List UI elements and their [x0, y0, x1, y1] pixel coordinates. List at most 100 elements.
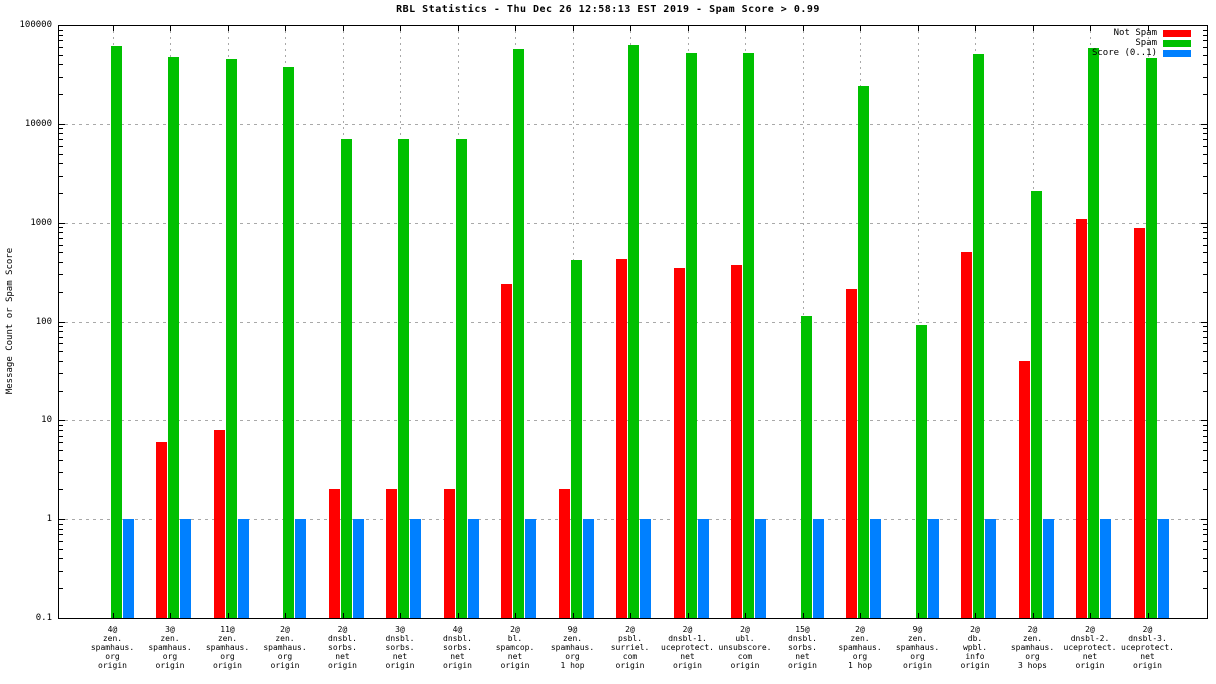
bar-not-spam	[961, 252, 972, 618]
x-category-label: 2@ dnsbl-2. uceprotect. net origin	[1060, 625, 1120, 670]
y-minor-tick	[59, 274, 63, 276]
y-minor-tick	[1203, 541, 1207, 543]
x-label-line: sorbs.	[443, 643, 472, 652]
x-label-line: uceprotect.	[661, 643, 714, 652]
x-category-label: 15@ dnsbl. sorbs. net origin	[773, 625, 833, 670]
y-minor-tick	[1203, 435, 1207, 437]
x-label-line: spamhaus.	[263, 643, 307, 652]
x-label-line: 2@	[625, 625, 635, 634]
x-category-label: 2@ dnsbl. sorbs. net origin	[313, 625, 373, 670]
legend-label-not-spam: Not Spam	[1113, 28, 1157, 38]
y-minor-tick	[59, 76, 63, 78]
y-minor-tick	[59, 390, 63, 392]
bar-spam	[973, 53, 984, 618]
bar-not-spam	[673, 267, 685, 618]
y-minor-tick	[1203, 29, 1207, 31]
y-minor-tick	[59, 133, 63, 135]
x-label-line: psbl.	[617, 634, 643, 643]
y-tick-label: 10	[41, 415, 52, 426]
bar-not-spam	[443, 489, 455, 618]
y-major-tick	[1201, 321, 1207, 323]
x-label-line: dnsbl.	[328, 634, 357, 643]
x-label-line: 3@	[165, 625, 175, 634]
y-minor-tick	[59, 558, 63, 560]
y-minor-tick	[1203, 163, 1207, 165]
x-tick-top	[457, 26, 459, 31]
y-minor-tick	[1203, 424, 1207, 426]
y-minor-tick	[59, 261, 63, 263]
x-label-line: origin	[328, 661, 357, 670]
bar-spam	[800, 315, 812, 618]
y-minor-tick	[1203, 153, 1207, 155]
bar-score	[985, 519, 996, 618]
x-label-line: org	[162, 652, 178, 661]
y-major-tick	[59, 420, 65, 422]
bar-score	[1042, 519, 1054, 618]
x-tick-top	[745, 26, 746, 31]
x-label-line: zen.	[275, 634, 295, 643]
x-label-line: origin	[960, 661, 990, 670]
x-category-label: 2@ psbl. surriel. com origin	[600, 625, 660, 670]
x-label-line: net	[795, 652, 810, 661]
x-tick-top	[515, 26, 516, 31]
bar-spam	[340, 139, 352, 618]
bar-score	[697, 519, 709, 618]
x-label-line: com	[737, 652, 753, 661]
x-label-line: 2@	[1085, 625, 1095, 634]
bar-not-spam	[213, 429, 225, 618]
x-tick-bottom	[572, 613, 574, 618]
x-label-line: sorbs.	[788, 643, 817, 652]
bar-spam	[455, 139, 467, 618]
x-category-label: 2@ db. wpbl. info origin	[945, 625, 1005, 670]
y-major-tick	[59, 321, 65, 323]
bar-not-spam	[731, 265, 742, 618]
y-minor-tick	[59, 175, 63, 177]
y-major-tick	[59, 222, 65, 224]
x-label-line: zen.	[562, 634, 583, 643]
bar-score	[410, 519, 421, 618]
y-minor-tick	[1203, 227, 1207, 229]
x-label-line: origin	[98, 661, 127, 670]
x-category-label: 3@ dnsbl. sorbs. net origin	[370, 625, 430, 670]
legend-swatch-not-spam	[1163, 29, 1191, 37]
x-label-line: org	[852, 652, 868, 661]
y-minor-tick	[59, 435, 63, 437]
x-label-line: origin	[500, 661, 530, 670]
y-minor-tick	[59, 429, 63, 431]
bar-spam	[858, 86, 869, 618]
x-tick-top	[342, 26, 344, 31]
y-major-tick	[1201, 123, 1207, 125]
x-tick-bottom	[860, 613, 861, 618]
x-label-line: dnsbl-2.	[1070, 634, 1110, 643]
legend-item-spam: Spam	[1092, 38, 1191, 48]
x-category-label: 4@ zen. spamhaus. org origin	[83, 625, 143, 670]
y-minor-tick	[59, 40, 63, 42]
x-label-line: uceprotect.	[1063, 643, 1117, 652]
y-minor-tick	[59, 64, 63, 66]
y-tick-label: 100	[35, 316, 52, 327]
x-category-label: 3@ zen. spamhaus. org origin	[140, 625, 200, 670]
x-label-line: db.	[967, 634, 983, 643]
y-minor-tick	[1203, 548, 1207, 550]
x-label-line: org	[565, 652, 580, 661]
x-gridline	[917, 25, 919, 618]
x-label-line: net	[1082, 652, 1098, 661]
x-tick-top	[630, 26, 631, 31]
y-minor-tick	[1203, 232, 1207, 234]
x-category-label: 9@ zen. spamhaus. org 1 hop	[543, 625, 603, 670]
y-minor-tick	[59, 548, 63, 550]
y-minor-tick	[59, 291, 63, 293]
bar-score	[122, 519, 134, 618]
y-minor-tick	[59, 351, 63, 353]
y-minor-tick	[59, 232, 63, 234]
x-label-line: org	[105, 652, 120, 661]
x-label-line: info	[965, 652, 985, 661]
y-minor-tick	[1203, 291, 1207, 293]
y-minor-tick	[1203, 76, 1207, 78]
bar-score	[755, 519, 766, 618]
x-label-line: 9@	[912, 625, 923, 634]
y-minor-tick	[1203, 326, 1207, 328]
x-label-line: 2@	[1142, 625, 1153, 634]
bar-spam	[283, 66, 294, 618]
